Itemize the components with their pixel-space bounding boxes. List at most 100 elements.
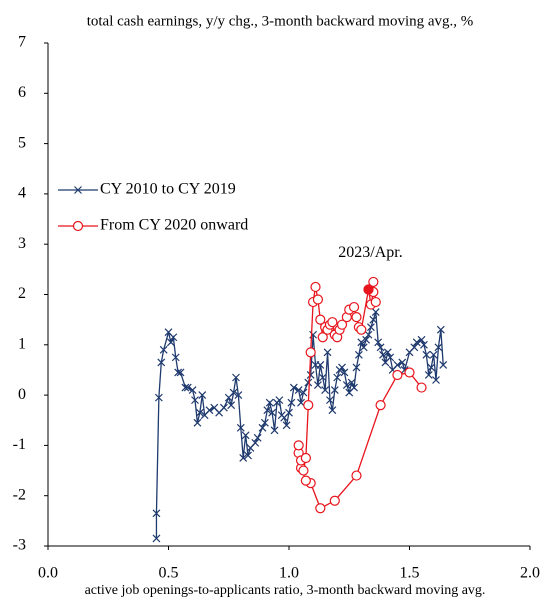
- data-point: [420, 340, 428, 349]
- data-point: [282, 421, 291, 430]
- data-point: [171, 353, 180, 362]
- x-tick-label: 0.5: [159, 565, 179, 582]
- data-point: [417, 335, 426, 344]
- data-point: [357, 338, 366, 347]
- data-point: [244, 451, 252, 460]
- data-point: [398, 358, 407, 367]
- data-point: [188, 386, 197, 394]
- data-point: [376, 343, 385, 352]
- data-point: [306, 371, 315, 379]
- data-point: [323, 348, 332, 357]
- y-tick-label: 6: [18, 84, 26, 101]
- y-tick-label: 0: [18, 386, 26, 403]
- data-point: [370, 296, 381, 308]
- x-axis-label: active job openings-to-applicants ratio,…: [85, 583, 486, 598]
- data-point: [268, 408, 277, 417]
- data-point: [227, 401, 236, 410]
- data-point: [234, 391, 243, 400]
- data-point: [356, 324, 367, 335]
- data-point: [350, 383, 358, 392]
- data-point: [260, 418, 269, 427]
- data-point: [181, 383, 190, 392]
- data-point: [166, 338, 175, 347]
- y-tick-label: 1: [18, 335, 26, 352]
- data-point: [229, 388, 238, 397]
- legend-label: CY 2010 to CY 2019: [100, 181, 236, 198]
- data-point: [342, 381, 351, 389]
- data-point: [253, 433, 262, 442]
- data-point: [393, 360, 402, 369]
- data-point: [369, 315, 378, 324]
- data-point: [195, 408, 204, 417]
- data-point: [315, 314, 326, 325]
- data-point: [198, 391, 207, 400]
- legend-marker: [72, 220, 84, 232]
- data-point: [328, 406, 337, 415]
- data-point: [169, 333, 178, 342]
- data-point: [270, 426, 279, 435]
- data-point: [310, 281, 321, 293]
- y-tick-label: -1: [13, 436, 26, 453]
- data-point: [340, 368, 349, 377]
- y-tick-label: 7: [18, 34, 26, 51]
- data-point: [152, 509, 161, 518]
- data-point: [348, 301, 360, 313]
- x-tick-label: 0.0: [38, 565, 58, 582]
- data-point: [220, 403, 228, 412]
- data-point: [174, 368, 183, 377]
- data-point: [275, 396, 284, 405]
- data-point: [432, 376, 440, 384]
- x-tick-label: 2.0: [520, 565, 540, 582]
- y-tick-label: 2: [18, 285, 26, 302]
- data-point: [154, 393, 163, 402]
- data-point: [239, 454, 248, 462]
- data-point: [285, 408, 293, 417]
- data-point: [404, 367, 415, 378]
- chart-title: total cash earnings, y/y chg., 3-month b…: [87, 13, 474, 29]
- data-point: [374, 338, 383, 347]
- data-point: [258, 423, 267, 432]
- data-point: [359, 343, 368, 352]
- data-point: [294, 386, 303, 394]
- data-point: [424, 371, 433, 379]
- data-point: [300, 475, 311, 486]
- data-point: [330, 386, 339, 394]
- data-point: [351, 470, 362, 481]
- data-point: [386, 353, 395, 362]
- data-point: [176, 368, 185, 377]
- data-point: [351, 312, 362, 323]
- y-tick-label: -2: [13, 486, 26, 503]
- highlight-point: [363, 284, 374, 295]
- data-point: [205, 406, 214, 415]
- y-tick-label: 5: [18, 134, 26, 151]
- data-point: [416, 382, 427, 393]
- data-point: [316, 360, 325, 369]
- data-point: [304, 378, 313, 387]
- data-point: [327, 317, 338, 328]
- data-point: [383, 348, 392, 357]
- data-point: [298, 465, 309, 476]
- data-point: [367, 323, 375, 332]
- data-point: [191, 396, 199, 405]
- data-point: [410, 343, 419, 352]
- data-point: [293, 440, 304, 451]
- data-point: [336, 319, 348, 330]
- data-point: [371, 308, 380, 317]
- data-point: [429, 350, 438, 359]
- data-point: [354, 350, 363, 359]
- data-point: [375, 400, 386, 411]
- data-point: [251, 438, 260, 447]
- data-point: [193, 418, 202, 427]
- data-point: [333, 373, 342, 382]
- y-tick-label: -3: [13, 537, 26, 554]
- y-tick-label: 4: [18, 185, 26, 202]
- data-point: [263, 406, 272, 415]
- legend-marker: [74, 186, 82, 194]
- data-point: [329, 495, 340, 506]
- data-point: [379, 350, 387, 359]
- annotation: 2023/Apr.: [338, 244, 402, 261]
- data-point: [232, 373, 240, 382]
- data-point: [436, 325, 445, 334]
- data-point: [159, 345, 168, 354]
- data-point: [368, 276, 379, 288]
